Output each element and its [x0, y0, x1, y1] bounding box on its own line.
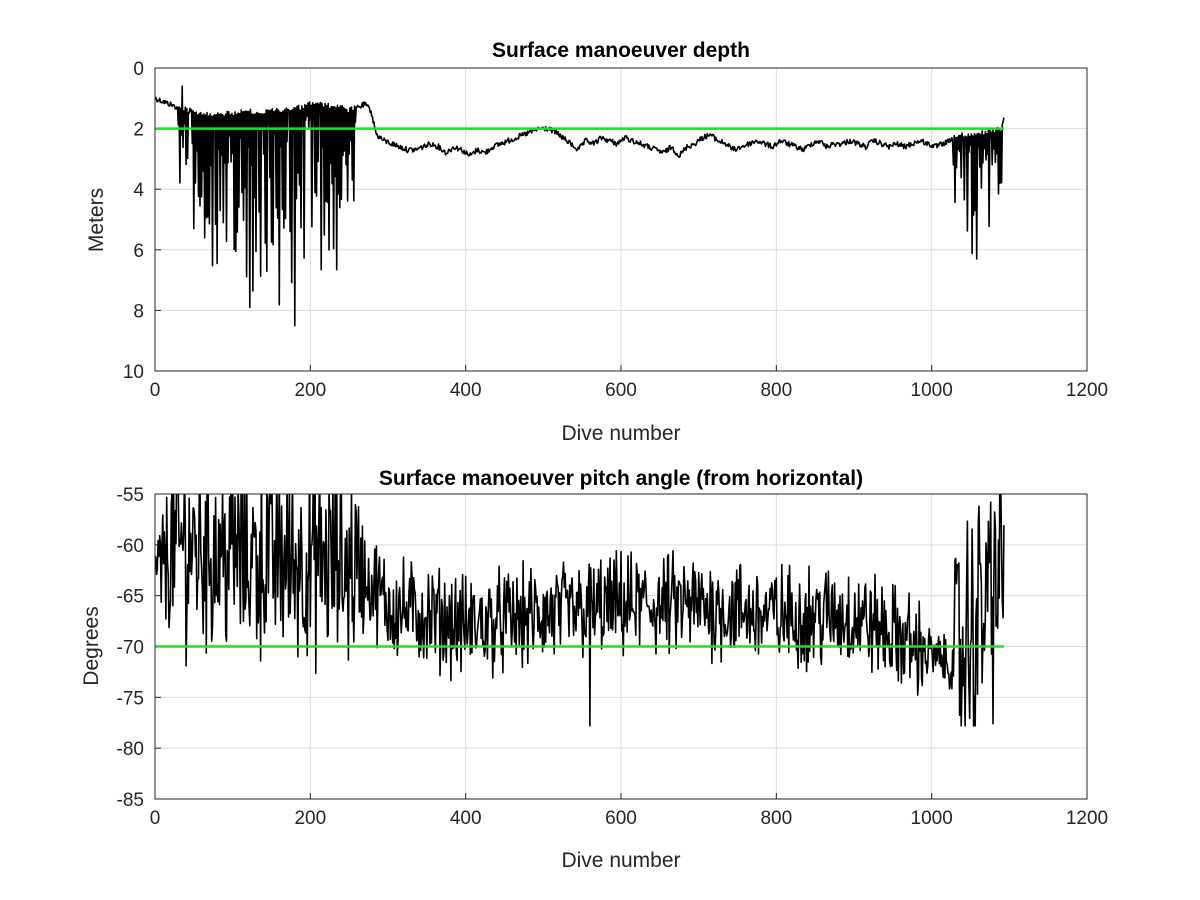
x-tick-label: 1200	[1066, 380, 1108, 401]
pitch-plot-frame	[154, 493, 1088, 800]
depth-panel: 0 200 400 600 800 1000 1200 0 2 4 6 8 10 Surface ma…	[85, 39, 1108, 445]
y-tick-label: -70	[117, 638, 144, 659]
data-series-line	[155, 494, 1005, 727]
x-tick-label: 400	[450, 808, 482, 829]
x-tick-label: 800	[760, 808, 792, 829]
y-tick-label: 2	[133, 120, 144, 141]
pitch-chart-title: Surface manoeuver pitch angle (from hori…	[379, 467, 863, 490]
x-tick-label: 400	[450, 380, 482, 401]
pitch-x-axis-label: Dive number	[561, 849, 680, 872]
pitch-data-layer	[155, 494, 1005, 727]
x-tick-label: 200	[294, 808, 326, 829]
y-tick-label: 4	[133, 180, 144, 201]
x-tick-label: 1200	[1066, 808, 1108, 829]
depth-x-tick-labels: 0 200 400 600 800 1000 1200	[150, 380, 1108, 401]
x-tick-label: 0	[150, 808, 161, 829]
series-group	[155, 494, 1005, 727]
pitch-panel: 0 200 400 600 800 1000 1200 -55 -60 -65 -70 -75 -80…	[80, 467, 1108, 872]
pitch-y-axis-label: Degrees	[80, 606, 103, 685]
x-tick-label: 200	[294, 380, 326, 401]
depth-y-tick-labels: 0 2 4 6 8 10	[123, 59, 145, 383]
y-tick-label: 8	[133, 301, 144, 322]
y-tick-label: -55	[117, 485, 144, 506]
pitch-y-tick-labels: -55 -60 -65 -70 -75 -80 -85	[117, 485, 144, 811]
pitch-x-tick-labels: 0 200 400 600 800 1000 1200	[150, 808, 1108, 829]
depth-y-axis-label: Meters	[85, 188, 108, 252]
depth-plot-frame	[154, 67, 1088, 372]
data-series-line	[155, 85, 1005, 327]
y-tick-label: -80	[117, 739, 144, 760]
y-tick-label: -85	[117, 790, 144, 811]
y-tick-label: 10	[123, 362, 144, 383]
y-tick-label: 0	[133, 59, 144, 80]
x-tick-label: 600	[605, 808, 637, 829]
y-tick-label: -75	[117, 688, 144, 709]
x-tick-label: 1000	[911, 808, 953, 829]
x-tick-label: 600	[605, 380, 637, 401]
depth-data-layer	[155, 85, 1005, 327]
y-tick-label: -65	[117, 587, 144, 608]
y-tick-label: 6	[133, 241, 144, 262]
series-group	[155, 85, 1005, 327]
depth-x-axis-label: Dive number	[561, 422, 680, 445]
x-tick-label: 800	[760, 380, 792, 401]
x-tick-label: 0	[150, 380, 161, 401]
depth-chart-title: Surface manoeuver depth	[492, 39, 750, 62]
y-tick-label: -60	[117, 536, 144, 557]
x-tick-label: 1000	[911, 380, 953, 401]
